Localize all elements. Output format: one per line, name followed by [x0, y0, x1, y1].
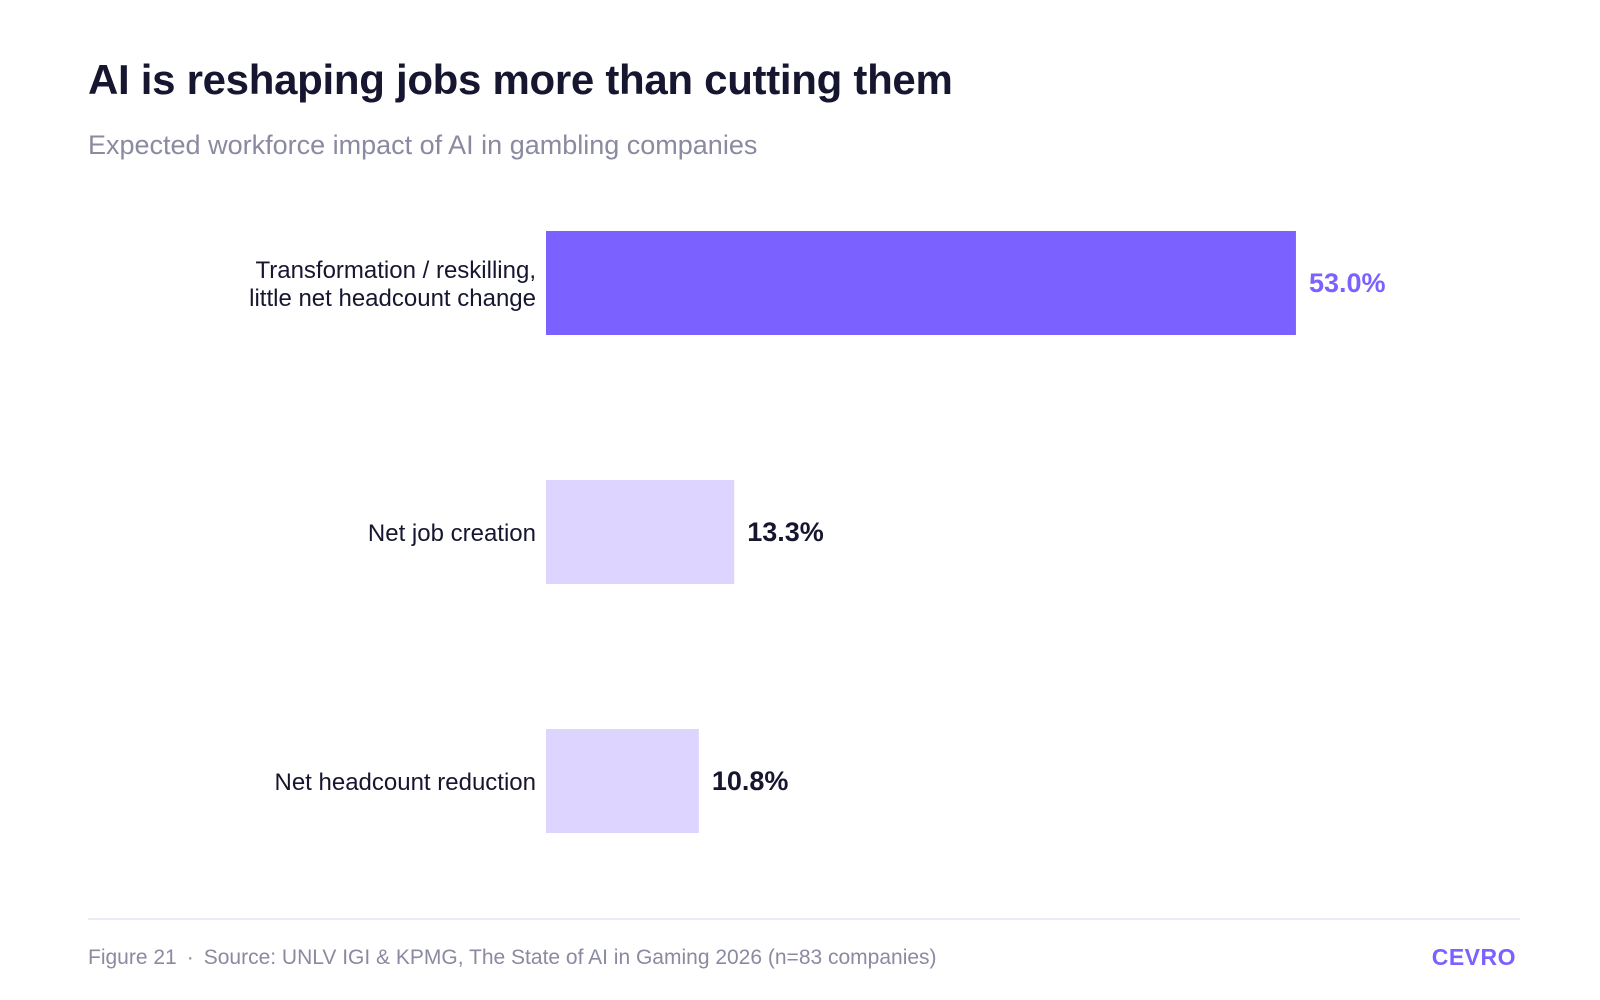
bar-1	[546, 480, 735, 584]
category-label-0: Transformation / reskilling, little net h…	[249, 257, 536, 312]
footer-separator: ·	[186, 946, 194, 969]
source-text: Source: UNLV IGI & KPMG, The State of AI…	[203, 946, 937, 969]
bar-chart: 53.0% Transformation / reskilling, little …	[249, 231, 1386, 833]
chart-subtitle: Expected workforce impact of AI in gambl…	[88, 130, 758, 160]
footer-source: Figure 21 · Source: UNLV IGI & KPMG, The S…	[88, 946, 937, 970]
category-label-0-line-1: little net headcount change	[249, 285, 536, 312]
data-label-1: 13.3%	[747, 517, 824, 547]
bar-0	[546, 231, 1296, 335]
footer-divider	[88, 918, 1520, 920]
chart-title: AI is reshaping jobs more than cutting t…	[88, 56, 953, 103]
bar-2	[546, 729, 699, 833]
category-label-2-line-0: Net headcount reduction	[274, 769, 536, 796]
brand-logo: CEVRO	[1431, 944, 1516, 970]
category-label-1-line-0: Net job creation	[368, 520, 536, 547]
data-label-0: 53.0%	[1309, 268, 1386, 298]
data-label-2: 10.8%	[712, 766, 789, 796]
category-label-1: Net job creation	[368, 520, 536, 547]
figure-number: Figure 21	[88, 946, 177, 969]
category-label-0-line-0: Transformation / reskilling,	[255, 257, 536, 284]
category-label-2: Net headcount reduction	[274, 769, 536, 796]
